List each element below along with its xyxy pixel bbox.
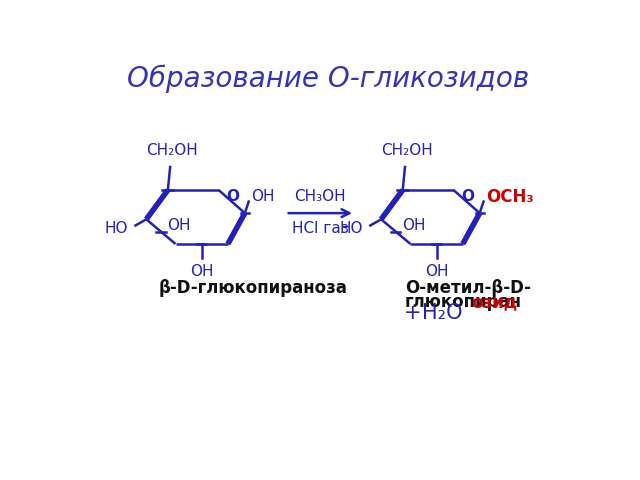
Text: OH: OH xyxy=(425,264,449,279)
Text: HO: HO xyxy=(104,221,128,236)
Text: глюкопиран: глюкопиран xyxy=(405,293,522,311)
Text: Образование О-гликозидов: Образование О-гликозидов xyxy=(127,64,529,93)
Text: HO: HO xyxy=(339,221,363,236)
Text: О-метил-β-D-: О-метил-β-D- xyxy=(405,279,531,298)
Text: CH₂OH: CH₂OH xyxy=(146,143,198,158)
Text: OH: OH xyxy=(402,218,426,233)
Text: β-D-глюкопираноза: β-D-глюкопираноза xyxy=(159,279,348,298)
Text: HCl газ: HCl газ xyxy=(292,221,349,236)
Text: OH: OH xyxy=(251,190,275,204)
Text: OH: OH xyxy=(190,264,214,279)
Text: OCH₃: OCH₃ xyxy=(486,188,534,206)
Text: озид: озид xyxy=(471,293,517,311)
Text: CH₃OH: CH₃OH xyxy=(294,189,346,204)
Text: CH₂OH: CH₂OH xyxy=(381,143,433,158)
Text: O: O xyxy=(226,189,239,204)
Text: OH: OH xyxy=(167,218,191,233)
Text: +: + xyxy=(404,303,422,323)
Text: H₂O: H₂O xyxy=(422,303,462,323)
Text: O: O xyxy=(461,189,474,204)
